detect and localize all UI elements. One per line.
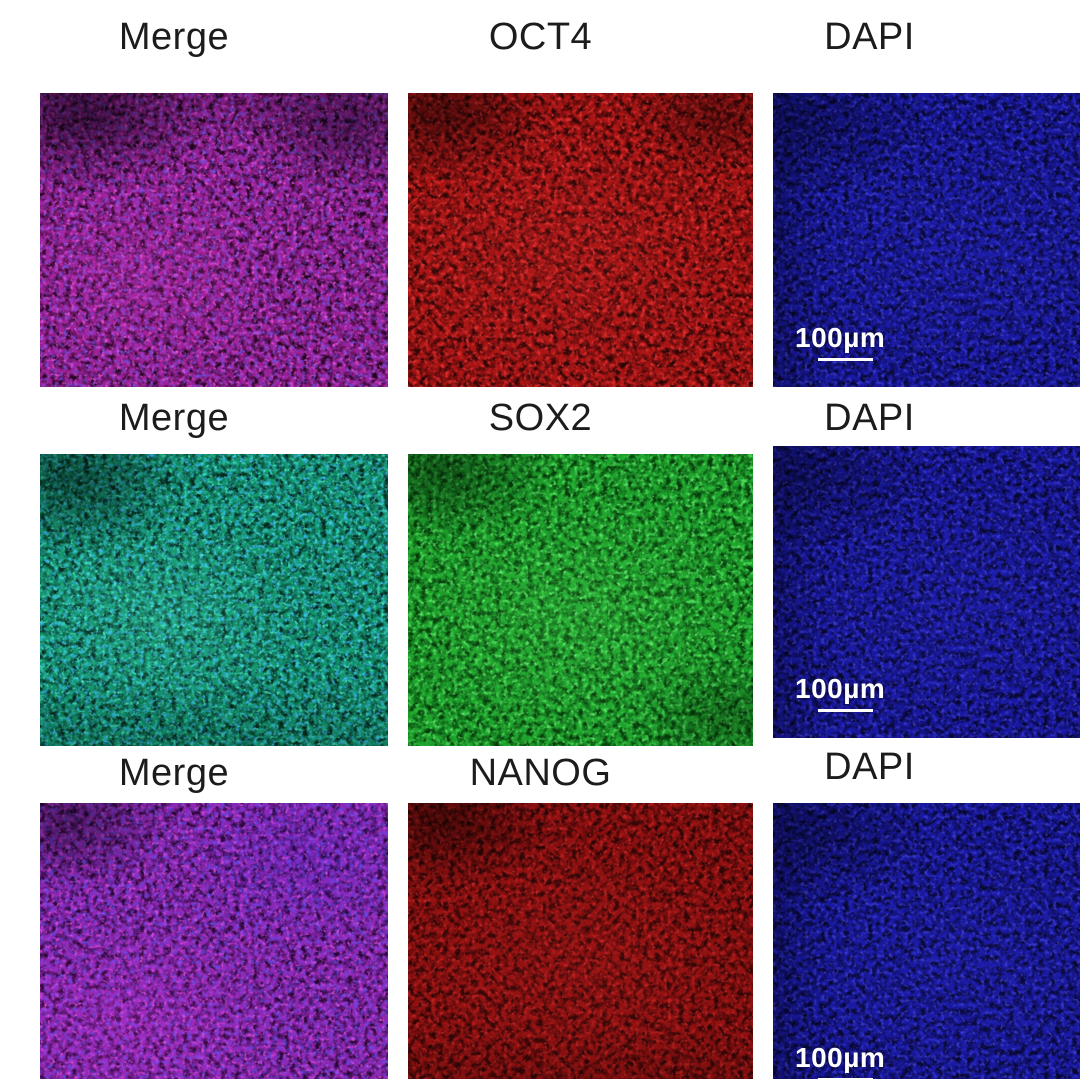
micrograph-dapi-row3: 100µm — [773, 803, 1080, 1079]
scale-bar-label: 100µm — [795, 673, 886, 704]
panel-label-merge: Merge — [118, 16, 230, 58]
fluorescence-texture — [773, 446, 1080, 738]
panel-label-nanog: NANOG — [469, 752, 612, 794]
panel-label-dapi: DAPI — [824, 397, 915, 439]
fluorescence-texture — [773, 93, 1080, 387]
scale-bar-label: 100µm — [795, 322, 886, 353]
fluorescence-texture — [40, 93, 388, 387]
micrograph-sox2 — [408, 454, 753, 746]
panel-label-merge: Merge — [118, 397, 230, 439]
micrograph-merge-sox2-dapi — [40, 454, 388, 746]
figure-row-nanog: Merge NANOG DAPI 100µm — [0, 730, 1080, 1079]
micrograph-oct4 — [408, 93, 753, 387]
panel-label-oct4: OCT4 — [488, 16, 593, 58]
panel-label-dapi: DAPI — [824, 16, 915, 58]
fluorescence-texture — [408, 93, 753, 387]
fluorescence-texture — [40, 803, 388, 1079]
micrograph-dapi-row1: 100µm — [773, 93, 1080, 387]
micrograph-nanog — [408, 803, 753, 1079]
panel-label-merge: Merge — [118, 752, 230, 794]
panel-label-sox2: SOX2 — [488, 397, 593, 439]
scale-bar: 100µm — [793, 1042, 885, 1079]
scale-bar-label: 100µm — [795, 1042, 886, 1073]
scale-bar: 100µm — [793, 673, 885, 712]
fluorescence-texture — [40, 454, 388, 746]
scale-bar-line — [818, 358, 873, 361]
fluorescence-texture — [408, 454, 753, 746]
fluorescence-texture — [773, 803, 1080, 1079]
figure-row-oct4: Merge OCT4 DAPI 100µm — [0, 0, 1080, 387]
micrograph-merge-nanog-dapi — [40, 803, 388, 1079]
scale-bar: 100µm — [793, 322, 885, 361]
micrograph-dapi-row2: 100µm — [773, 446, 1080, 738]
panel-label-dapi: DAPI — [824, 746, 915, 788]
fluorescence-texture — [408, 803, 753, 1079]
scale-bar-line — [818, 709, 873, 712]
micrograph-merge-oct4-dapi — [40, 93, 388, 387]
figure-row-sox2: Merge SOX2 DAPI 100µm — [0, 371, 1080, 746]
